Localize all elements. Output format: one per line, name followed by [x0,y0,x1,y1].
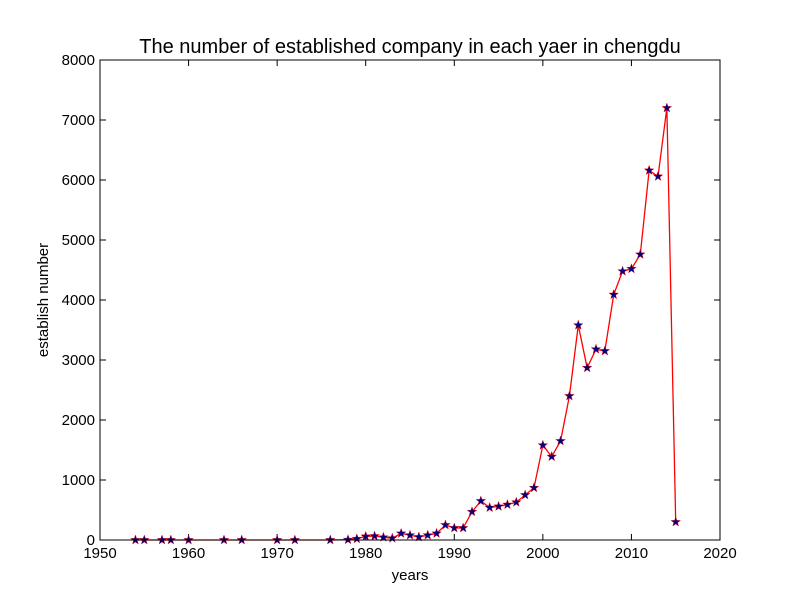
data-point-star [510,496,522,507]
y-tick-label: 5000 [62,232,95,249]
y-tick-label: 7000 [62,112,95,129]
y-tick-label: 3000 [62,352,95,369]
x-tick-label: 2010 [615,545,648,562]
y-tick-label: 4000 [62,292,95,309]
plot-frame [99,59,721,541]
data-point-star [590,343,602,354]
y-tick-label: 0 [87,532,95,549]
data-point-star [413,531,425,542]
data-point-star [564,390,575,401]
data-point-star [519,489,531,500]
data-point-star [493,500,504,511]
data-point-star [528,482,540,493]
data-point-star [643,164,655,175]
y-tick-label: 1000 [62,472,95,489]
data-point-star [431,527,442,538]
data-point-star [457,522,469,533]
data-point-star [404,529,416,540]
data-point-star [440,519,451,530]
data-point-star [342,534,354,545]
data-point-star [661,102,673,113]
data-point-star [360,530,372,541]
data-point-star [395,527,407,538]
y-axis-label: establish number [35,243,52,357]
x-tick-label: 1970 [260,545,293,562]
plot-area [130,102,682,545]
y-tick-label: 2000 [62,412,95,429]
data-point-star [466,506,478,517]
series-line [135,107,677,541]
data-point-star [652,170,664,181]
data-point-star [634,248,646,259]
data-point-star [546,450,558,462]
data-point-star [351,533,363,544]
data-point-star [537,439,549,450]
chart-title: The number of established company in eac… [139,36,680,58]
data-point-star [475,495,487,506]
x-tick-label: 1960 [172,545,205,562]
data-point-star [369,530,380,541]
data-point-star [502,498,513,510]
data-point-star [599,345,611,356]
data-point-star [484,501,496,513]
x-axis-label: years [392,567,429,584]
x-tick-label: 1980 [349,545,382,562]
data-point-star [572,319,584,330]
x-tick-label: 2020 [703,545,736,562]
x-tick-label: 1950 [83,545,116,562]
y-tick-label: 8000 [62,52,95,69]
data-point-star [378,531,389,542]
data-point-star [448,522,460,533]
data-point-star [617,265,628,276]
x-tick-label: 1990 [438,545,471,562]
y-tick-label: 6000 [62,172,95,189]
data-point-star [581,362,593,373]
data-point-star [626,263,637,274]
data-point-star [608,288,620,300]
data-point-star [670,516,682,527]
data-point-star [386,532,398,543]
data-point-star [555,435,566,446]
data-point-star [422,529,434,540]
x-tick-label: 2000 [526,545,559,562]
axis-ticks: 1950 1960 1970 1980 1990 2000 2010 2020 0 1000 200… [62,52,737,562]
